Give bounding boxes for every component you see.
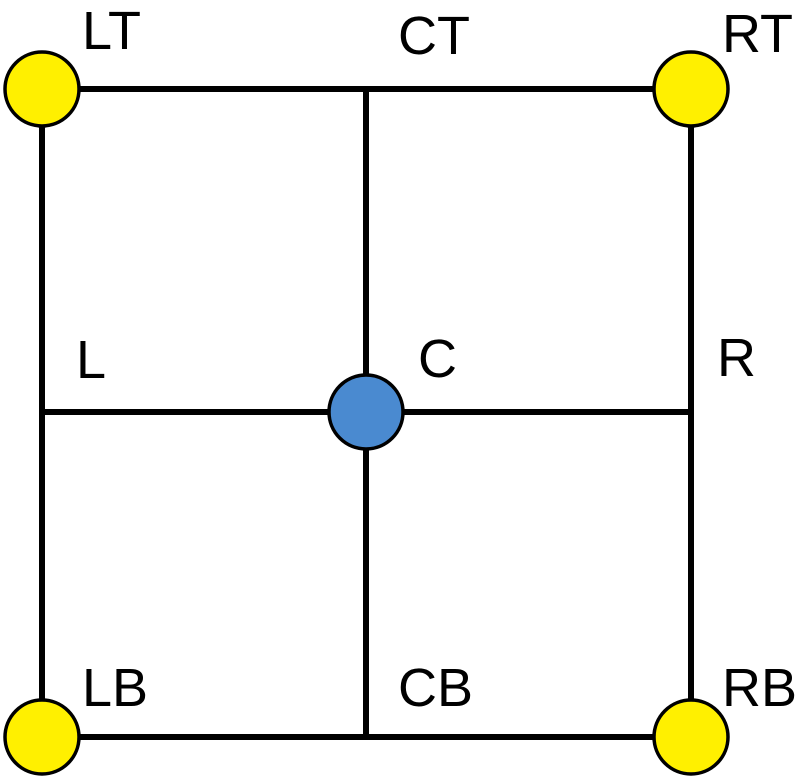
- node-lt: [3, 50, 81, 128]
- node-rt: [652, 50, 730, 128]
- label-r: R: [717, 328, 756, 388]
- label-c: C: [418, 329, 457, 389]
- label-l: L: [76, 330, 106, 390]
- node-lb: [3, 698, 81, 776]
- label-lt: LT: [82, 1, 141, 61]
- node-c: [327, 373, 405, 451]
- label-cb: CB: [398, 658, 473, 718]
- label-rb: RB: [722, 658, 797, 718]
- label-lb: LB: [82, 658, 148, 718]
- node-rb: [652, 698, 730, 776]
- label-rt: RT: [722, 4, 793, 64]
- label-ct: CT: [398, 6, 470, 66]
